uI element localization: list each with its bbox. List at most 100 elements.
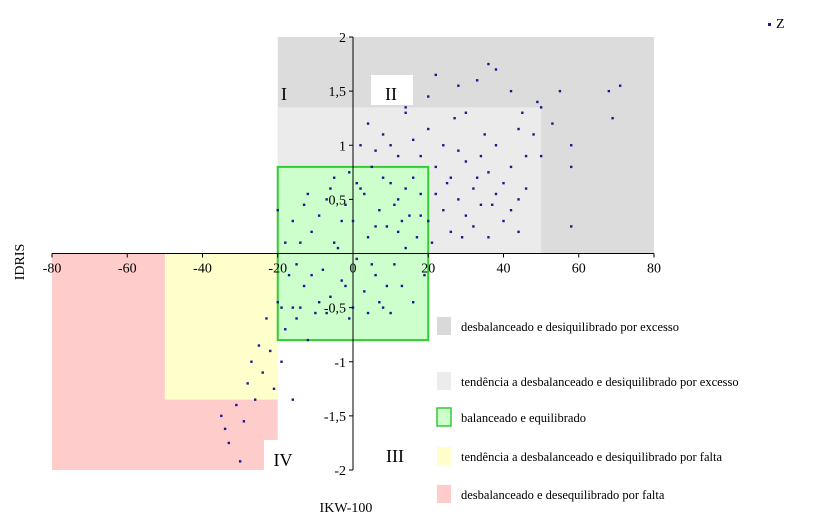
legend-swatch-2 — [436, 407, 452, 427]
point-0-27 — [321, 268, 325, 271]
point-0-134 — [457, 84, 460, 87]
point-0-41 — [374, 273, 377, 277]
point-0-25 — [314, 311, 317, 315]
point-0-84 — [370, 263, 374, 266]
point-0-139 — [509, 89, 513, 93]
point-0-72 — [310, 273, 313, 277]
point-0-93 — [412, 138, 415, 142]
point-0-6 — [246, 382, 249, 385]
point-0-70 — [381, 176, 385, 179]
y-tick-label: 1 — [339, 139, 346, 154]
point-0-105 — [502, 181, 505, 185]
y-tick-label: 0,5 — [329, 193, 347, 208]
point-0-116 — [472, 225, 475, 228]
point-0-37 — [359, 187, 362, 190]
y-tick-label: -1,5 — [324, 410, 346, 425]
point-0-89 — [381, 133, 385, 136]
point-0-129 — [491, 203, 494, 206]
point-0-42 — [378, 209, 381, 212]
point-0-86 — [359, 144, 362, 147]
point-0-153 — [517, 127, 520, 131]
point-0-85 — [393, 203, 396, 206]
point-0-56 — [306, 192, 310, 196]
y-tick-label: -1 — [334, 356, 346, 371]
point-0-90 — [389, 144, 392, 147]
point-0-28 — [325, 198, 328, 201]
point-0-33 — [344, 203, 347, 206]
series-legend: Z — [768, 17, 785, 32]
point-0-83 — [348, 171, 351, 174]
point-0-76 — [400, 219, 404, 223]
point-0-143 — [551, 122, 554, 125]
point-0-22 — [302, 284, 306, 288]
point-0-48 — [400, 284, 404, 288]
point-0-106 — [509, 165, 513, 169]
point-0-152 — [483, 133, 486, 136]
point-0-146 — [570, 165, 573, 169]
point-0-145 — [570, 144, 573, 147]
point-0-123 — [524, 187, 528, 190]
point-0-1 — [223, 427, 227, 431]
quadrant-label-I: I — [281, 84, 287, 104]
point-0-51 — [412, 301, 415, 304]
point-0-17 — [287, 273, 291, 277]
point-0-79 — [389, 311, 392, 315]
point-0-50 — [408, 214, 411, 217]
point-0-75 — [378, 301, 381, 304]
point-0-24 — [310, 230, 313, 234]
point-0-18 — [291, 306, 294, 309]
point-0-100 — [464, 160, 468, 163]
points-layer — [220, 62, 622, 463]
point-0-135 — [464, 111, 468, 114]
point-0-125 — [430, 241, 434, 244]
x-axis-label: IKW-100 — [320, 501, 373, 516]
x-tick-label: 40 — [497, 262, 511, 277]
point-0-29 — [329, 295, 332, 298]
ticks-layer: -80 -60 -40 -20 0 20 40 60 80 2 1,5 1 0,5 -0,5 -1 -1,5 -… — [43, 31, 661, 479]
point-0-49 — [404, 246, 407, 250]
point-0-138 — [494, 68, 498, 71]
quadrant-label-IV: IV — [274, 450, 293, 470]
point-0-61 — [363, 192, 366, 196]
point-0-55 — [295, 317, 298, 320]
point-0-46 — [393, 263, 396, 266]
point-0-91 — [396, 154, 400, 158]
point-0-74 — [355, 181, 358, 185]
point-0-62 — [374, 225, 377, 228]
point-0-26 — [317, 214, 321, 217]
point-0-78 — [291, 219, 294, 223]
point-0-59 — [340, 219, 343, 223]
point-0-31 — [336, 246, 340, 250]
y-axis-label: IDRIS — [13, 244, 28, 281]
point-0-68 — [344, 284, 347, 288]
point-0-57 — [317, 301, 321, 304]
point-0-128 — [475, 176, 479, 179]
point-0-8 — [253, 398, 257, 401]
point-0-35 — [351, 219, 355, 223]
x-tick-label: 20 — [421, 262, 435, 277]
legend-layer: desbalanceado e desiquilibrado por exces… — [436, 317, 739, 503]
point-0-2 — [227, 441, 231, 445]
point-0-15 — [280, 360, 283, 363]
point-0-9 — [257, 344, 261, 347]
y-tick-label: -0,5 — [324, 302, 346, 317]
point-0-23 — [306, 338, 310, 342]
point-0-12 — [269, 349, 272, 353]
legend-label-4: desbalanceado e desequilibrado por falta — [461, 488, 665, 502]
point-0-122 — [517, 230, 520, 234]
point-0-30 — [332, 176, 336, 179]
point-0-13 — [272, 387, 276, 391]
point-0-77 — [280, 306, 283, 309]
point-0-99 — [457, 149, 460, 152]
point-0-107 — [517, 198, 520, 201]
point-0-118 — [487, 236, 490, 239]
point-0-101 — [472, 187, 475, 190]
point-0-88 — [374, 149, 377, 152]
point-0-133 — [434, 73, 437, 77]
point-0-39 — [366, 236, 370, 239]
point-0-5 — [242, 420, 246, 423]
x-tick-label: 0 — [350, 262, 357, 277]
point-0-147 — [570, 225, 573, 228]
